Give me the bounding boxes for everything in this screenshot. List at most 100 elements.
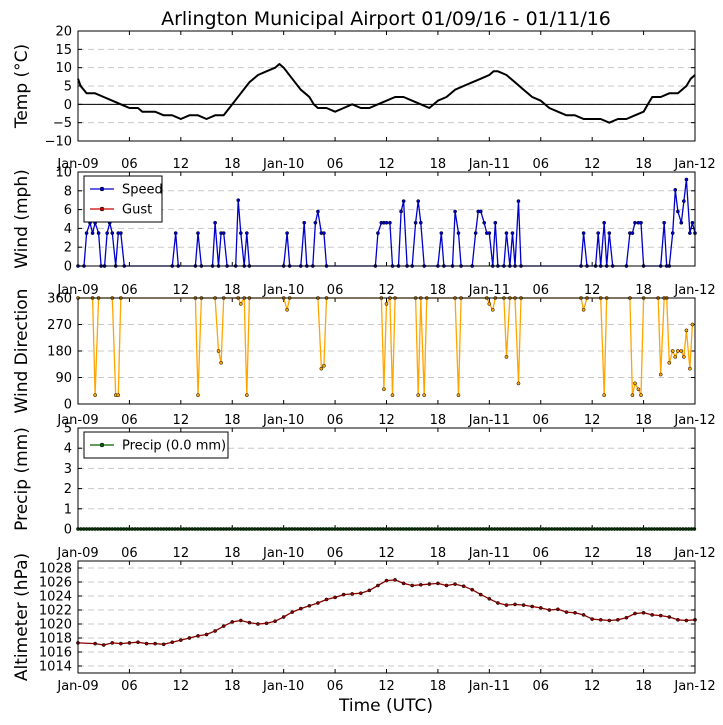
data-point — [676, 209, 680, 214]
data-point — [504, 603, 509, 607]
data-point — [173, 231, 178, 235]
y-tick-label: −5 — [53, 116, 72, 131]
data-point — [602, 220, 607, 225]
x-tick-label: 06 — [121, 546, 138, 561]
data-point — [676, 349, 680, 353]
data-point — [487, 231, 492, 235]
data-point — [461, 584, 466, 589]
data-point — [350, 592, 355, 596]
axes-frame — [77, 171, 696, 267]
data-point — [422, 393, 427, 398]
data-point — [662, 220, 667, 225]
data-point — [581, 307, 586, 312]
y-tick-label: 3 — [64, 462, 72, 477]
series-line-direction — [78, 297, 694, 396]
x-tick-label: Jan-09 — [56, 283, 98, 298]
data-point — [273, 619, 277, 624]
x-tick-label: 06 — [121, 679, 138, 694]
legend-label: Speed — [122, 183, 163, 198]
data-point — [418, 582, 423, 587]
data-point — [516, 381, 521, 386]
x-tick-label: 18 — [224, 413, 241, 428]
y-tick-label: 1024 — [39, 590, 72, 605]
x-tick-label: Jan-12 — [673, 157, 715, 172]
data-point — [219, 360, 223, 365]
data-point — [84, 231, 89, 235]
data-point — [453, 209, 457, 214]
data-point — [367, 588, 372, 593]
data-point — [382, 387, 386, 392]
series-line-altimeter — [77, 579, 696, 646]
y-tick-label: 10 — [55, 61, 72, 76]
data-point — [161, 642, 166, 647]
data-point — [416, 199, 421, 203]
x-tick-label: Jan-11 — [468, 679, 510, 694]
data-point — [204, 632, 209, 637]
data-point — [602, 393, 607, 398]
data-point — [244, 393, 249, 398]
data-point — [316, 209, 320, 214]
data-point — [679, 349, 684, 353]
data-point — [319, 366, 324, 371]
data-point — [667, 360, 672, 365]
data-point — [410, 583, 415, 588]
data-point — [630, 231, 635, 235]
data-point — [630, 393, 635, 398]
x-tick-label: 06 — [532, 679, 549, 694]
x-tick-label: 18 — [635, 546, 652, 561]
y-tick-label: 0 — [64, 523, 72, 538]
data-point — [384, 220, 389, 225]
data-point — [324, 597, 329, 602]
x-tick-label: 12 — [378, 679, 395, 694]
x-tick-label: Jan-12 — [673, 546, 715, 561]
y-tick-label: 90 — [55, 371, 72, 386]
data-point — [684, 618, 689, 623]
y-tick-label: 6 — [64, 203, 72, 218]
data-point — [673, 355, 678, 359]
data-point — [298, 606, 303, 611]
data-point — [285, 231, 289, 235]
data-point — [110, 231, 115, 235]
axes-frame — [77, 560, 696, 674]
x-tick-label: 12 — [378, 283, 395, 298]
x-tick-label: Jan-09 — [56, 679, 98, 694]
x-tick-label: 18 — [224, 679, 241, 694]
x-tick-label: Jan-12 — [673, 679, 715, 694]
data-point — [676, 617, 680, 622]
x-tick-label: 12 — [173, 413, 190, 428]
data-point — [196, 231, 200, 235]
data-point — [196, 393, 200, 398]
y-tick-label: 360 — [47, 292, 72, 307]
legend-marker — [99, 206, 105, 212]
data-point — [307, 603, 312, 608]
data-point — [90, 231, 95, 235]
x-tick-label: Jan-09 — [56, 413, 98, 428]
data-point — [633, 381, 637, 386]
data-point — [667, 615, 672, 619]
data-point — [127, 641, 132, 645]
data-point — [482, 220, 487, 225]
legend-marker — [99, 442, 105, 448]
data-point — [607, 231, 612, 235]
data-point — [238, 302, 243, 306]
data-point — [178, 638, 183, 642]
data-point — [153, 641, 157, 646]
data-point — [221, 624, 226, 628]
data-point — [478, 209, 483, 214]
data-point — [607, 618, 612, 623]
data-point — [624, 615, 629, 620]
axes-frame — [77, 427, 696, 530]
data-point — [530, 604, 535, 609]
data-point — [118, 231, 123, 235]
y-tick-label: 20 — [55, 25, 72, 40]
panel-precip: 5 4 3 2 1 0 Jan-09 06 12 18 Jan-10 06 12 18 Jan-11 06 12… — [12, 413, 716, 538]
data-point — [439, 231, 444, 235]
data-point — [388, 220, 392, 225]
data-point — [456, 393, 461, 398]
data-point — [213, 629, 217, 633]
x-tick-label: 06 — [121, 157, 138, 172]
axes-frame — [77, 297, 696, 405]
data-point — [521, 603, 526, 607]
data-point — [341, 592, 346, 597]
